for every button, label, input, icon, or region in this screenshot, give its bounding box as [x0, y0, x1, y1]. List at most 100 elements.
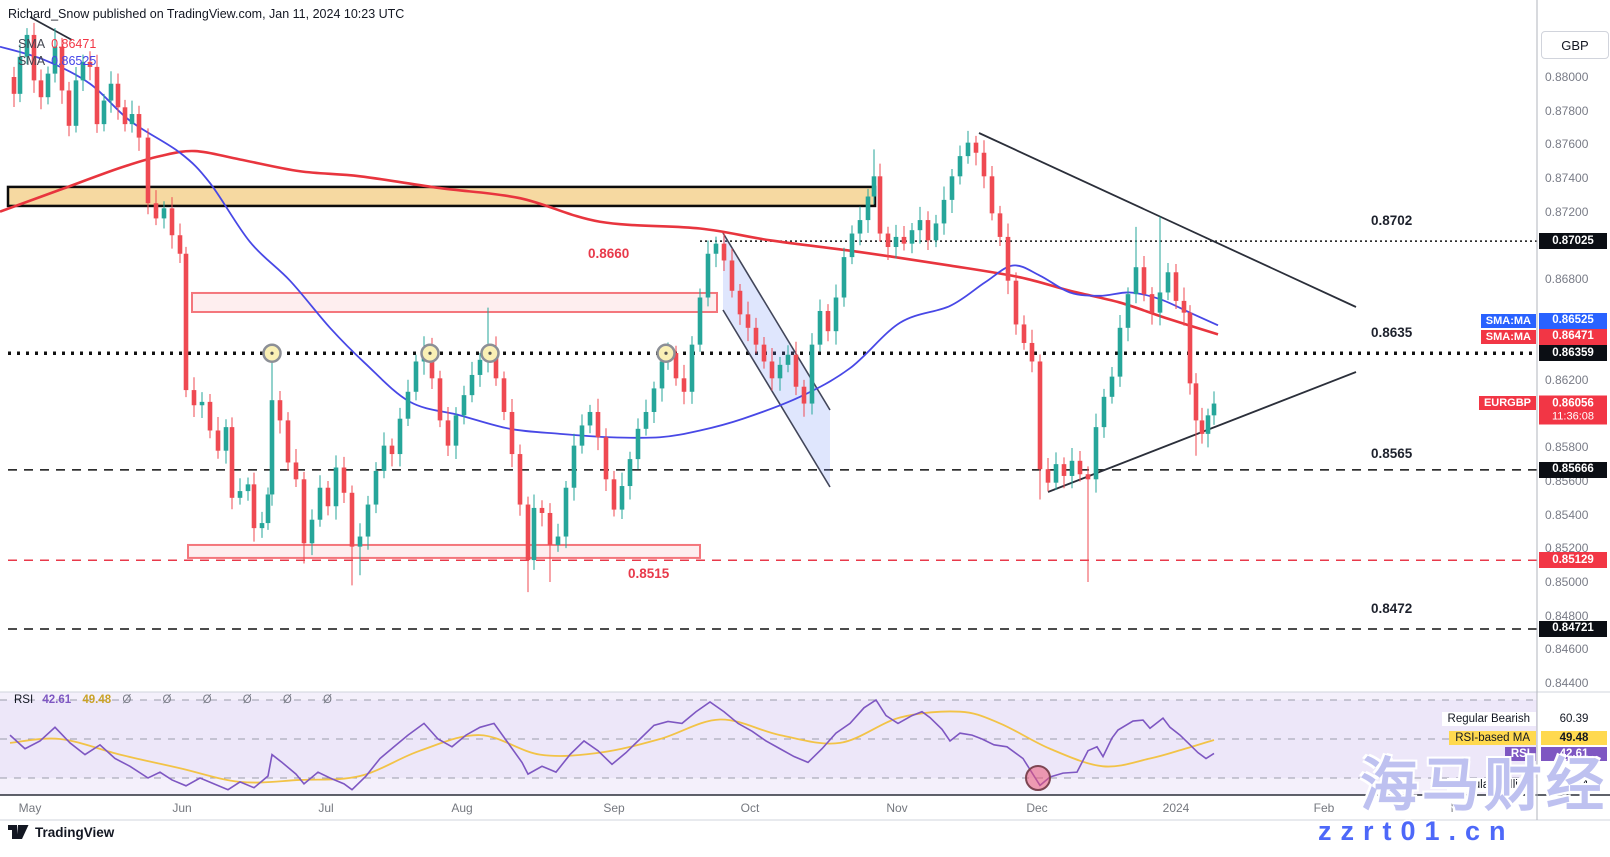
candle-body [357, 536, 363, 547]
candle-body [651, 388, 657, 412]
hidden-indicator-icons[interactable]: Ø Ø Ø Ø Ø Ø [122, 694, 346, 706]
candle-body [145, 137, 151, 204]
candle-body [1187, 312, 1193, 384]
candle-body [183, 253, 189, 391]
sma-fast-line[interactable] [0, 149, 1219, 336]
month-label-2024: 2024 [1162, 801, 1190, 815]
candle-body [841, 257, 847, 298]
candle-body [265, 494, 271, 524]
supply-upper-zone[interactable] [6, 185, 877, 208]
legend-sma-slow[interactable]: SMA 0.86525 [18, 54, 96, 68]
rsi-label-value-42.61: 42.61 [1541, 746, 1607, 761]
rsi-indicator-legend[interactable]: RSI 42.61 49.48 Ø Ø Ø Ø Ø Ø [14, 694, 346, 706]
month-label-May: May [18, 801, 42, 815]
rsi-label-value-60.39: 60.39 [1559, 712, 1589, 725]
axis-tag-SMA:MA-0.86471: SMA:MA [1480, 329, 1536, 344]
topleft-segment[interactable] [29, 16, 73, 41]
candlestick-series[interactable] [11, 22, 1217, 593]
currency-unit-button[interactable]: GBP [1541, 31, 1609, 59]
axis-badge-0.86359: 0.86359 [1539, 345, 1607, 362]
candle-body [153, 203, 159, 219]
candle-body [933, 223, 939, 241]
candle-body [136, 114, 142, 138]
rsi-label-regular-bullish: Regular Bullish [1446, 777, 1536, 792]
candle-body [437, 378, 443, 421]
tradingview-logo-text: TradingView [35, 824, 115, 840]
price-tick-0.87400: 0.87400 [1545, 170, 1589, 185]
candle-body [259, 523, 265, 529]
candle-body [341, 467, 347, 493]
candle-body [777, 364, 783, 379]
candle-body [429, 348, 435, 379]
legend-sma-fast-value: 0.86471 [51, 37, 97, 51]
sma-slow-line[interactable] [0, 45, 1219, 439]
demand-lower-zone[interactable] [187, 543, 701, 559]
rsi-value: 42.61 [42, 694, 72, 706]
candle-body [229, 427, 235, 498]
price-tick-0.85200: 0.85200 [1545, 541, 1589, 556]
candle-body [643, 411, 649, 429]
supply-mid-zone[interactable] [191, 291, 718, 313]
candle-body [1133, 267, 1139, 295]
candle-body [11, 77, 17, 94]
candle-body [713, 243, 719, 254]
price-tick-0.84400: 0.84400 [1545, 675, 1589, 690]
rsi-label-rsi: RSI [1504, 746, 1536, 761]
candle-body [833, 297, 839, 332]
candle-body [1061, 464, 1067, 476]
candle-body [769, 361, 775, 379]
level-label-0.8515: 0.8515 [628, 566, 670, 582]
publish-attribution: Richard_Snow published on TradingView.co… [8, 7, 405, 21]
candle-body [251, 484, 257, 529]
bullish-divergence-marker[interactable] [1025, 765, 1051, 791]
month-label-Dec: Dec [1026, 801, 1048, 815]
candle-body [997, 213, 1003, 237]
month-label-Aug: Aug [451, 801, 473, 815]
flag-channel-fill[interactable] [723, 233, 830, 487]
legend-sma-fast[interactable]: SMA 0.86471 [18, 37, 96, 51]
rsi-line[interactable] [9, 698, 1215, 791]
candle-body [721, 243, 727, 261]
watermark-cjk: 海马财经 [1360, 753, 1609, 818]
candle-body [1037, 361, 1043, 470]
legend-sma-fast-label: SMA [18, 37, 46, 51]
candle-body [525, 504, 531, 561]
tradingview-logo[interactable]: TradingView [8, 824, 114, 840]
price-tick-0.87600: 0.87600 [1545, 137, 1589, 152]
axis-badge-0.86471: 0.86471 [1539, 328, 1607, 345]
candle-body [737, 290, 743, 315]
candle-body [1005, 236, 1011, 281]
candle-body [45, 73, 51, 98]
candle-body [397, 418, 403, 455]
candle-body [681, 378, 687, 392]
candle-body [673, 353, 679, 379]
candle-body [52, 46, 58, 74]
candle-body [1193, 383, 1199, 421]
triangle-upper[interactable] [978, 132, 1357, 308]
candle-body [957, 156, 963, 177]
candle-body [571, 445, 577, 488]
candle-body [1021, 324, 1027, 343]
candle-body [389, 445, 395, 455]
candle-body [381, 445, 387, 471]
rsi-ma-line[interactable] [9, 710, 1215, 784]
candle-body [785, 354, 791, 365]
candle-body [1101, 396, 1107, 428]
candle-body [325, 487, 331, 507]
candle-body [871, 176, 877, 197]
candle-body [477, 359, 483, 375]
candle-body [877, 176, 883, 234]
month-label-Feb: Feb [1313, 801, 1335, 815]
candle-body [909, 230, 915, 244]
candle-body [509, 411, 515, 455]
candle-body [1149, 294, 1155, 313]
candle-body [1205, 415, 1211, 434]
candle-body [301, 479, 307, 544]
candle-body [277, 400, 283, 421]
candle-body [793, 354, 799, 387]
candle-body [101, 100, 107, 125]
candle-body [237, 491, 243, 498]
month-label-Sep: Sep [603, 801, 625, 815]
